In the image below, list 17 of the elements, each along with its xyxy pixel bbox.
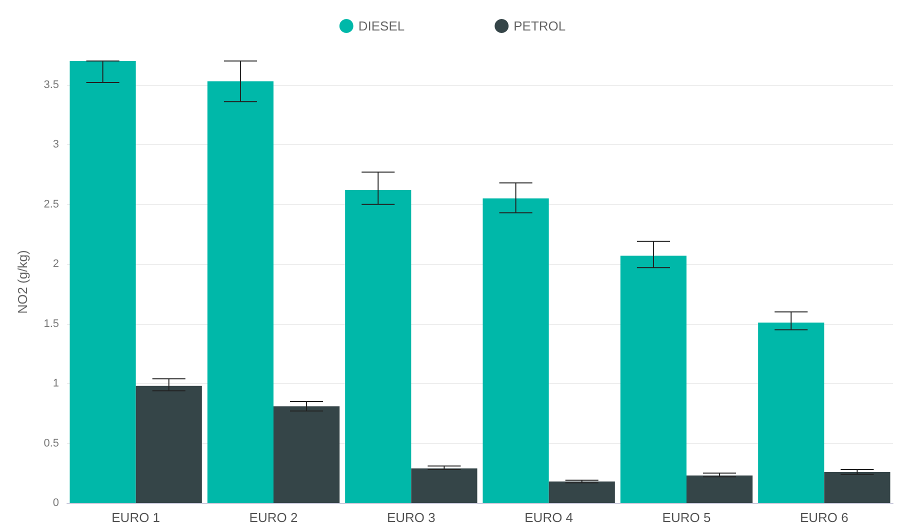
- x-tick-label: EURO 5: [662, 510, 711, 525]
- y-tick-label: 1: [52, 378, 59, 390]
- x-tick-label: EURO 1: [112, 510, 160, 525]
- y-tick-label: 2.5: [44, 198, 59, 210]
- legend-label: PETROL: [514, 18, 566, 34]
- y-tick-label: 2: [52, 258, 59, 270]
- x-tick-label: EURO 4: [524, 510, 574, 525]
- x-tick-label: EURO 3: [386, 510, 436, 525]
- x-tick-label: EURO 2: [249, 510, 298, 525]
- y-tick-label: 1.5: [44, 318, 59, 330]
- y-tick-label: 0: [52, 497, 59, 509]
- legend-label: DIESEL: [358, 18, 405, 34]
- y-tick-label: 3: [52, 138, 59, 151]
- y-axis-title: NO2 (g/kg): [15, 250, 30, 314]
- x-tick-label: EURO 6: [800, 510, 848, 525]
- y-tick-label: 0.5: [44, 437, 59, 450]
- y-tick-label: 3.5: [44, 78, 59, 91]
